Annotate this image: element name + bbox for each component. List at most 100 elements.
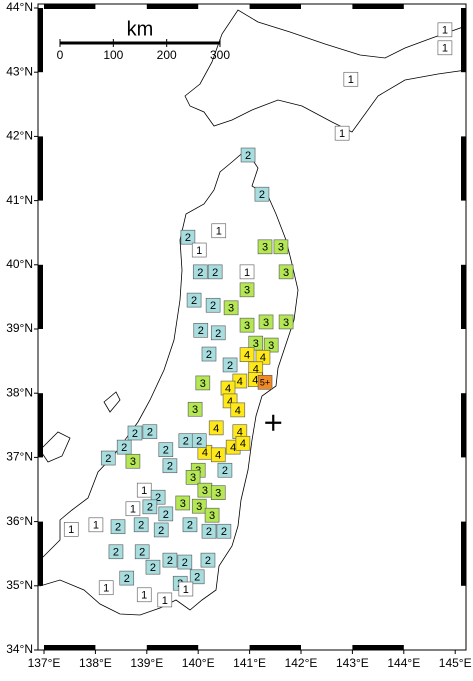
lat-tick-label: 42°N (6, 129, 33, 143)
station: 2 (142, 499, 158, 515)
station-box (145, 559, 161, 575)
frame-bar (38, 393, 43, 458)
station: 2 (100, 450, 116, 466)
station: 1 (136, 587, 152, 603)
station-intensity: 2 (212, 267, 218, 279)
station: 2 (133, 517, 149, 533)
station-box (100, 450, 116, 466)
lat-tick-label: 34°N (6, 642, 33, 656)
station: 1 (178, 581, 194, 597)
frame-bar (44, 645, 96, 650)
station: 3 (125, 453, 141, 469)
station-intensity: 1 (103, 583, 109, 595)
lon-tick-label: 139°E (130, 656, 163, 670)
lon-tick-label: 141°E (233, 656, 266, 670)
station: 3 (175, 495, 191, 511)
station-intensity: 2 (113, 547, 119, 559)
station-box (189, 569, 205, 585)
station-box (230, 402, 246, 418)
station-intensity: 2 (182, 557, 188, 569)
station-box (125, 453, 141, 469)
station-intensity: 3 (268, 340, 274, 352)
station-intensity: 2 (210, 300, 216, 312)
station-intensity: 4 (213, 423, 219, 435)
station-intensity: 2 (138, 520, 144, 532)
frame-bar (249, 645, 301, 650)
station-intensity: 2 (245, 150, 251, 162)
station-box (191, 433, 207, 449)
lat-tick-label: 38°N (6, 385, 33, 399)
frame-bar (461, 264, 466, 329)
station-box (239, 282, 255, 298)
station-box (334, 125, 350, 141)
scale-tick-label: 0 (57, 48, 64, 62)
station-intensity: 3 (190, 472, 196, 484)
station-intensity: 3 (196, 501, 202, 513)
station-box (182, 517, 198, 533)
station: 2 (254, 186, 270, 202)
station-box (437, 40, 453, 56)
station-box (207, 264, 223, 280)
station: 1 (63, 522, 79, 537)
station-intensity: 3 (180, 498, 186, 510)
station: 1 (125, 501, 141, 517)
station-box (134, 544, 150, 560)
station-box (186, 292, 202, 308)
station: 2 (210, 325, 226, 341)
station-box (273, 239, 289, 255)
station-intensity: 1 (141, 590, 147, 602)
station: 2 (200, 552, 216, 568)
station-box (216, 523, 232, 539)
station-box (108, 544, 124, 560)
station: 4 (230, 402, 246, 418)
station: 2 (216, 523, 232, 539)
map-frame (37, 3, 467, 651)
station-intensity: 2 (139, 547, 145, 559)
station-box (162, 552, 178, 568)
station: 4 (220, 380, 236, 396)
station: 1 (211, 223, 227, 239)
station-intensity: 2 (147, 502, 153, 514)
station-intensity: 1 (348, 74, 354, 86)
station-intensity: 2 (227, 360, 233, 372)
frame-bar (461, 521, 466, 586)
station-intensity: 4 (202, 447, 208, 459)
station-intensity: 2 (206, 349, 212, 361)
station-intensity: 3 (283, 267, 289, 279)
epicenter (265, 414, 282, 431)
station-box (133, 517, 149, 533)
station-intensity: 2 (196, 436, 202, 448)
station: 2 (178, 433, 194, 449)
station: 3 (210, 485, 226, 501)
station-box (142, 424, 158, 440)
station-intensity: 1 (244, 267, 250, 279)
station: 1 (343, 71, 359, 87)
station-box (110, 519, 126, 535)
lon-tick-label: 144°E (387, 656, 420, 670)
station-intensity: 2 (183, 436, 189, 448)
station: 2 (207, 264, 223, 280)
station: 3 (257, 239, 273, 255)
station: 3 (278, 314, 294, 330)
station: 1 (334, 125, 350, 141)
lon-tick-label: 137°E (28, 656, 61, 670)
station-box (195, 375, 211, 391)
station-intensity: 1 (442, 25, 448, 37)
station: 3 (223, 300, 239, 316)
station: 2 (134, 544, 150, 560)
station-box (258, 314, 274, 330)
station: 3 (248, 335, 264, 351)
scale-bar: km 0 100 200 300 (57, 18, 231, 62)
station: 2 (142, 424, 158, 440)
station-intensity: 3 (283, 317, 289, 329)
lat-tick-label: 39°N (6, 321, 33, 335)
frame-bar (146, 4, 199, 9)
station-box (217, 462, 233, 478)
station: 3 (197, 482, 213, 498)
station: 1 (191, 242, 207, 258)
frame-bar (352, 645, 404, 650)
scale-tick-label: 300 (210, 48, 230, 62)
lon-tick-label: 143°E (336, 656, 369, 670)
station-box (208, 420, 224, 436)
